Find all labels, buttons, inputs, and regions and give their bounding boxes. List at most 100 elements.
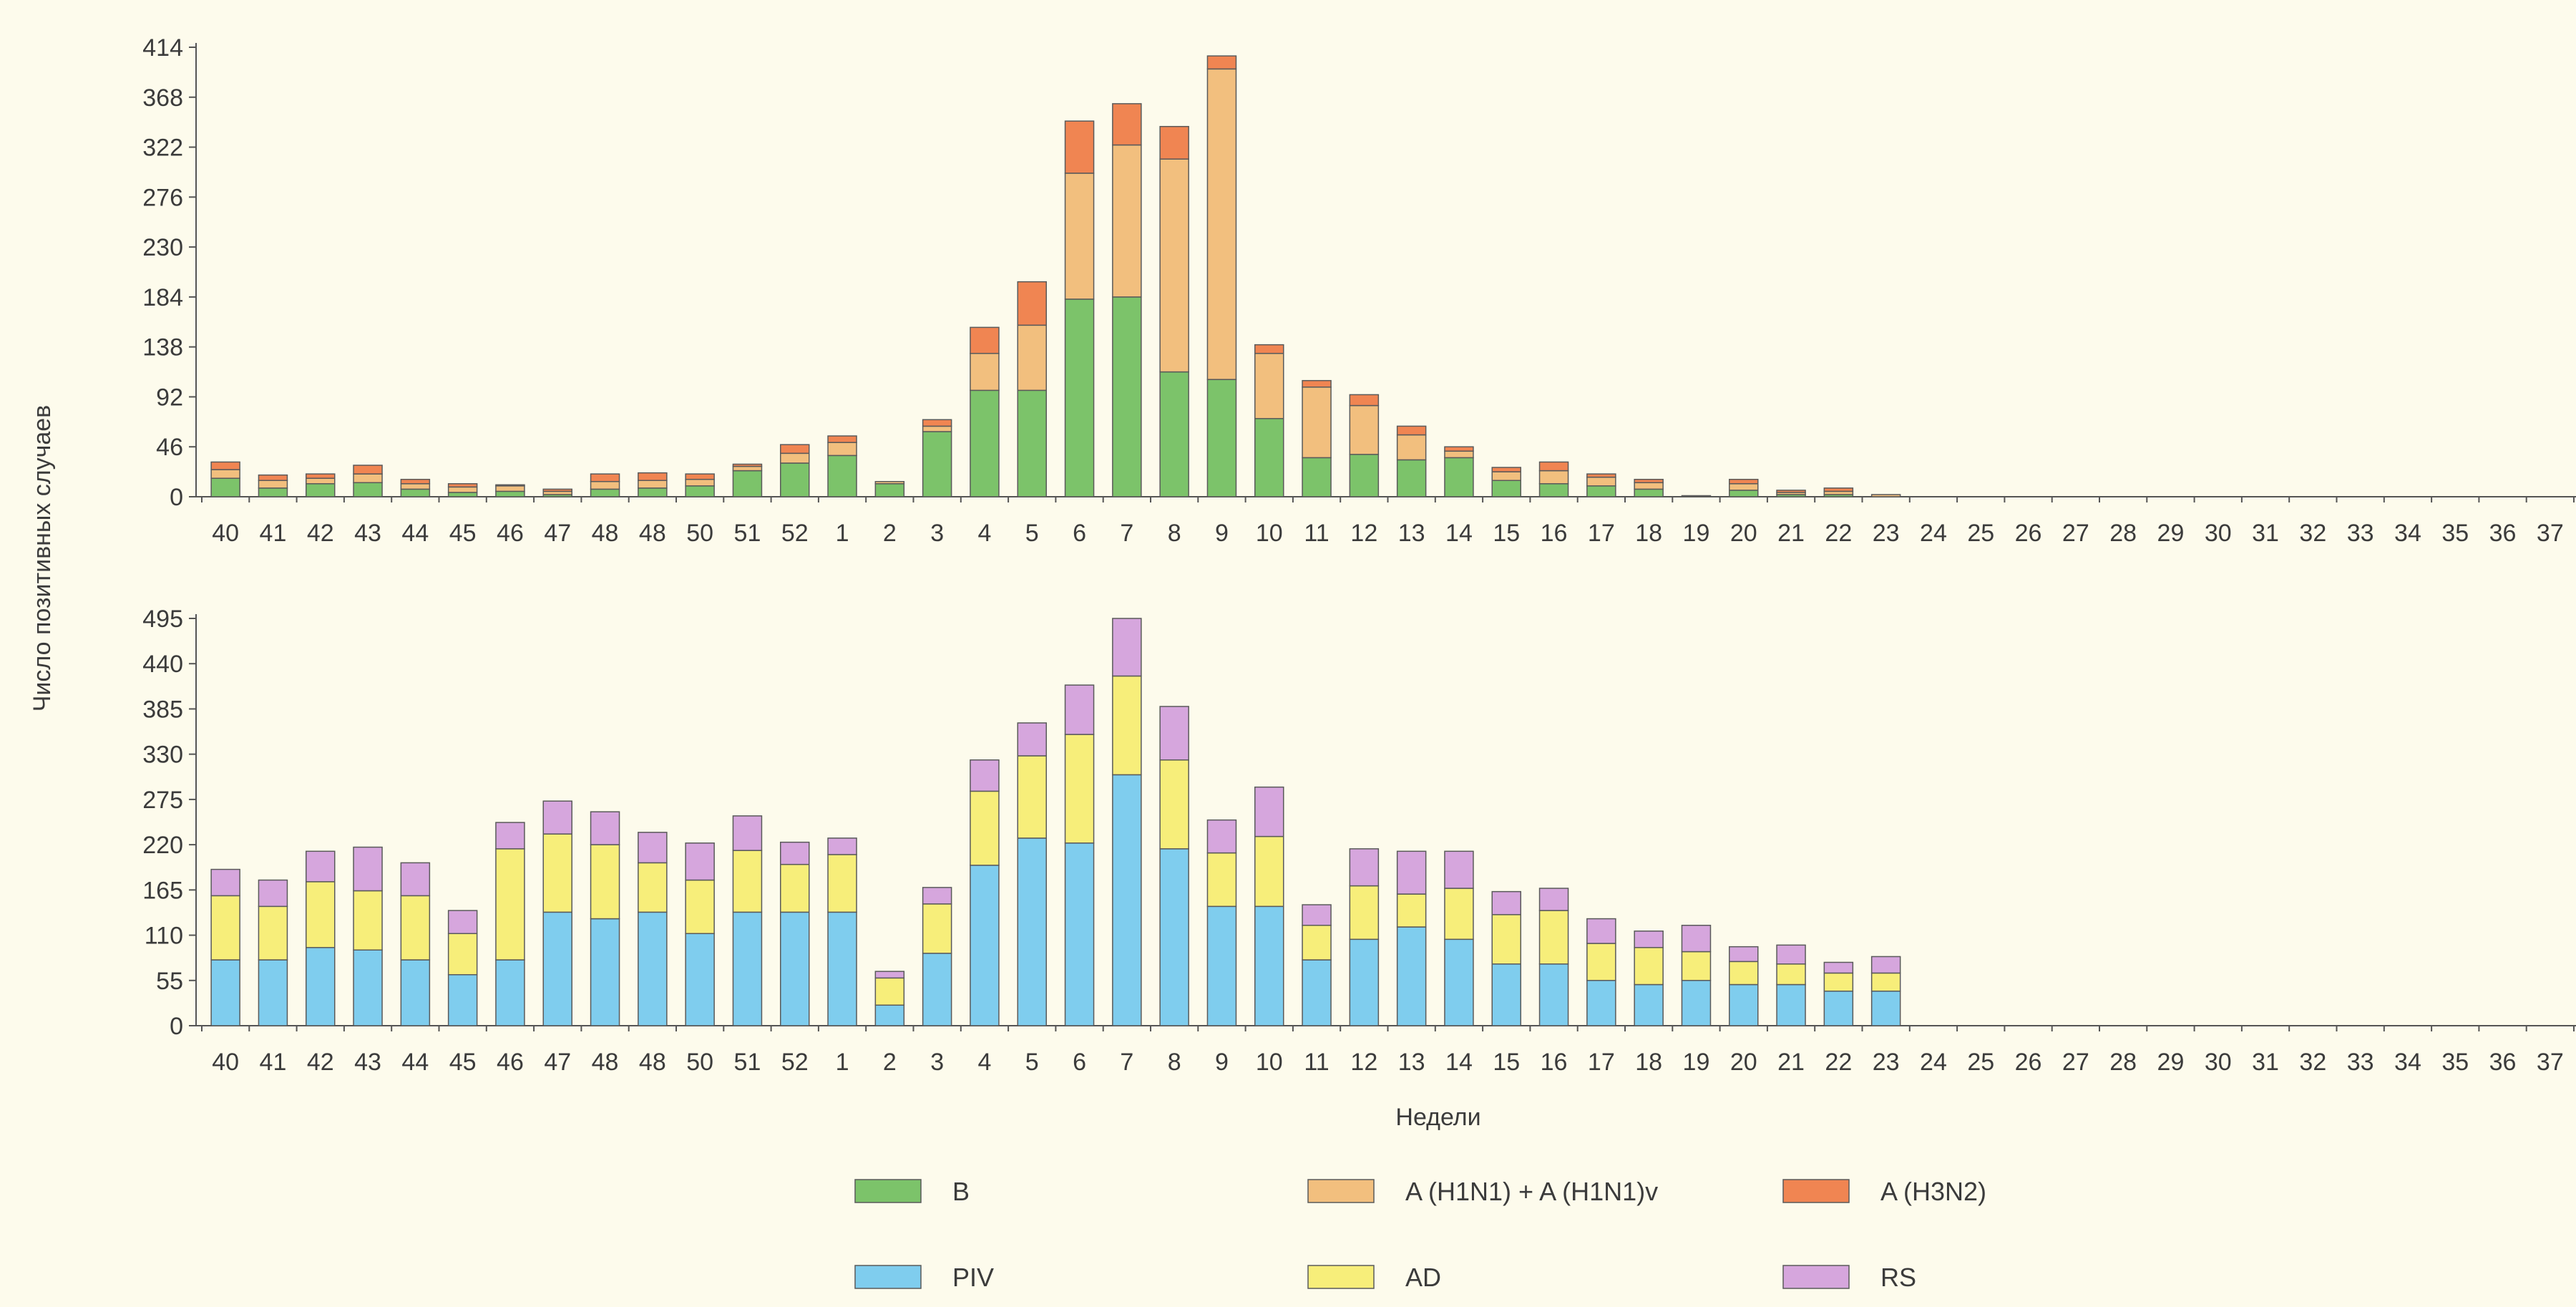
x-tick-label: 4 [977,520,991,547]
x-tick-label: 19 [1683,1049,1710,1076]
x-tick-label: 18 [1635,1049,1662,1076]
bar-piv-16 [1538,963,1569,1026]
y-tick-label: 110 [145,923,183,950]
bar-ad-51 [732,850,763,913]
x-tick-label: 15 [1493,520,1520,547]
bar-b-12 [1349,454,1380,497]
x-tick-label: 3 [930,1049,944,1076]
bar-ad-17 [1586,943,1616,981]
bar-rs-48 [590,811,620,845]
bar-piv-18 [1634,983,1664,1026]
bar-ad-52 [780,863,810,913]
bar-ad-42 [306,881,336,948]
x-tick-label: 41 [260,520,287,547]
x-tick-label: 33 [2347,520,2374,547]
legend-swatch-b [854,1179,922,1203]
x-tick-label: 6 [1073,520,1086,547]
x-tick-label: 8 [1168,520,1181,547]
x-tick-label: 47 [544,520,571,547]
bar-h3n2-45 [447,483,478,488]
bar-b-10 [1254,418,1284,497]
bar-h3n2-43 [353,465,383,475]
x-tick-label: 13 [1398,1049,1425,1076]
bar-piv-7 [1112,774,1142,1026]
x-tick-label: 37 [2537,520,2564,547]
bar-rs-21 [1776,944,1806,965]
bar-piv-14 [1444,938,1474,1026]
bar-piv-22 [1823,990,1854,1026]
bar-h1n1-52 [780,452,810,464]
bar-ad-48 [590,844,620,920]
bar-rs-45 [447,910,478,935]
bar-ad-40 [210,895,240,961]
bar-h3n2-6 [1064,120,1095,174]
bar-h1n1-7 [1112,144,1142,298]
x-tick-label: 5 [1025,520,1039,547]
x-tick-label: 5 [1025,1049,1039,1076]
bar-piv-10 [1254,905,1284,1026]
bar-rs-14 [1444,850,1474,889]
x-tick-label: 40 [212,520,239,547]
bar-h3n2-1 [827,435,857,443]
bar-b-6 [1064,298,1095,497]
x-tick-label: 33 [2347,1049,2374,1076]
x-tick-label: 4 [977,1049,991,1076]
bar-h1n1-6 [1064,173,1095,300]
x-tick-label: 31 [2252,520,2279,547]
x-tick-label: 20 [1730,520,1757,547]
bar-b-7 [1112,296,1142,497]
bar-ad-44 [400,895,431,961]
y-axis-label: Число позитивных случаев [29,405,56,711]
y-tick-label: 368 [142,84,183,112]
bar-ad-8 [1159,759,1189,850]
x-tick-label: 28 [2109,520,2137,547]
bar-ad-46 [495,848,525,961]
bar-h3n2-48 [590,473,620,482]
x-tick-label: 50 [686,1049,713,1076]
bar-b-11 [1302,457,1332,497]
bar-rs-5 [1017,722,1047,757]
x-tick-label: 36 [2489,1049,2517,1076]
bar-rs-44 [400,862,431,897]
x-tick-label: 2 [883,520,897,547]
x-tick-label: 9 [1215,1049,1229,1076]
bar-b-45 [447,492,478,497]
bar-h1n1-23 [1870,494,1901,497]
y-tick-label: 0 [170,484,183,511]
x-tick-label: 32 [2299,520,2326,547]
bar-h1n1-3 [922,425,952,432]
bar-rs-22 [1823,961,1854,974]
x-tick-label: 24 [1920,1049,1947,1076]
y-tick-label: 220 [142,832,183,859]
y-tick-label: 322 [142,135,183,162]
bar-rs-6 [1064,684,1095,735]
bar-ad-47 [542,833,572,913]
bar-b-1 [827,455,857,497]
bar-h3n2-3 [922,419,952,427]
bar-h1n1-45 [447,486,478,493]
bar-b-42 [306,483,336,497]
bar-ad-21 [1776,963,1806,986]
bar-piv-2 [874,1004,905,1026]
bar-rs-17 [1586,918,1616,944]
x-tick-label: 9 [1215,520,1229,547]
bar-rs-48 [638,832,668,864]
x-tick-label: 17 [1588,1049,1615,1076]
bar-ad-3 [922,903,952,954]
bar-piv-47 [542,911,572,1026]
x-tick-label: 31 [2252,1049,2279,1076]
bar-h3n2-9 [1206,55,1237,70]
bar-h3n2-12 [1349,394,1380,407]
bar-b-3 [922,431,952,497]
bar-piv-42 [306,947,336,1026]
bar-ad-10 [1254,835,1284,908]
bar-ad-13 [1396,893,1427,928]
bar-piv-15 [1491,963,1521,1026]
x-tick-label: 40 [212,1049,239,1076]
bar-rs-19 [1681,925,1712,953]
legend-label-h3n2: A (H3N2) [1880,1177,1986,1206]
bar-rs-51 [732,815,763,851]
bar-h1n1-41 [258,480,288,489]
x-tick-label: 7 [1120,520,1133,547]
bar-ad-43 [353,890,383,951]
